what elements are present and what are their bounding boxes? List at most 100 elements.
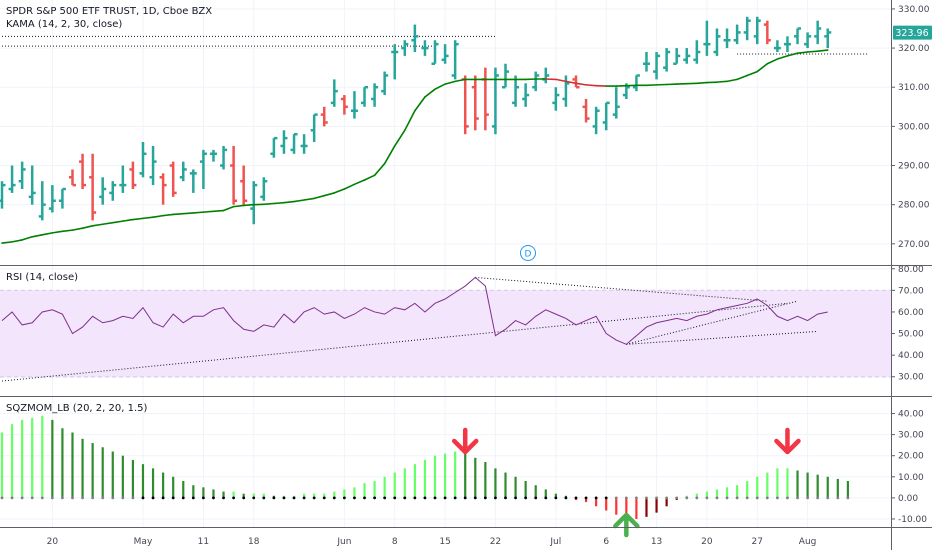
kama-segment — [313, 194, 326, 200]
time-axis[interactable]: 320May1118Jun81522Jul6132027Aug — [0, 537, 817, 547]
squeeze-dot — [171, 496, 175, 500]
price-y-tick-label: 280.00 — [898, 201, 930, 211]
squeeze-dot — [735, 496, 739, 500]
kama-segment — [766, 58, 779, 65]
squeeze-legend[interactable]: SQZMOM_LB (20, 2, 20, 1.5) — [6, 403, 147, 414]
x-tick-label: May — [134, 537, 153, 547]
squeeze-dot — [363, 496, 366, 500]
kama-segment — [726, 78, 738, 83]
squeeze-dot — [765, 496, 769, 500]
squeeze-dot — [91, 496, 95, 500]
price-bar — [260, 177, 268, 201]
kama-line — [1, 49, 829, 244]
squeeze-dot — [514, 496, 517, 500]
kama-segment — [81, 225, 94, 229]
squeeze-dot — [121, 496, 125, 500]
kama-segment — [222, 205, 235, 212]
squeeze-dot — [131, 496, 135, 500]
rsi-trendlines — [1, 276, 818, 382]
x-tick-label: 8 — [392, 537, 398, 547]
squeeze-dot — [332, 496, 336, 500]
price-bar — [320, 106, 328, 127]
price-bar — [290, 132, 298, 154]
price-pane-title: SPDR S&P 500 ETF TRUST, 1D, Cboe BZX — [6, 6, 212, 17]
kama-segment — [424, 88, 436, 98]
price-bar — [723, 28, 731, 49]
price-bar — [250, 181, 258, 225]
squeeze-dot — [564, 496, 568, 500]
dividend-marker[interactable]: D — [520, 245, 536, 261]
kama-segment — [61, 229, 74, 233]
price-bar — [68, 169, 76, 187]
kama-segment — [263, 202, 275, 206]
price-bar — [552, 87, 560, 111]
price-bar — [179, 161, 187, 182]
rsi-y-tick-label: 60.00 — [898, 308, 924, 318]
kama-legend[interactable]: KAMA (14, 2, 30, close) — [6, 19, 122, 30]
rsi-y-tick-label: 80.00 — [898, 265, 924, 275]
kama-segment — [283, 200, 295, 204]
squeeze-dot — [534, 496, 538, 500]
squeeze-dot — [725, 496, 729, 500]
kama-segment — [21, 235, 34, 241]
kama-segment — [162, 213, 174, 217]
price-bar — [502, 63, 509, 89]
price-bar — [794, 27, 802, 45]
price-bar — [814, 20, 822, 45]
x-tick-label: 27 — [752, 537, 763, 547]
squeeze-dot — [252, 496, 256, 500]
squeeze-dot — [40, 496, 44, 500]
squeeze-dot — [473, 496, 477, 500]
squeeze-dot — [403, 496, 407, 500]
price-bar — [209, 149, 217, 162]
price-bar — [753, 16, 761, 45]
price-bar — [169, 161, 177, 197]
squeeze-dot — [71, 496, 74, 500]
rsi-trendline — [626, 330, 818, 345]
kama-segment — [414, 96, 426, 112]
price-bar — [451, 40, 459, 80]
price-bar — [79, 153, 87, 190]
price-bar — [703, 20, 711, 56]
squeeze-dot — [675, 496, 679, 500]
rsi-trendline — [626, 300, 798, 345]
squeeze-dots — [0, 496, 850, 500]
sqz-y-tick-label: 0.00 — [898, 494, 918, 504]
price-bar — [441, 44, 449, 64]
kama-segment — [142, 216, 154, 220]
arrow-up-icon — [613, 512, 640, 538]
price-bar — [230, 145, 238, 205]
kama-segment — [796, 51, 809, 54]
squeeze-dot — [30, 496, 34, 500]
kama-segment — [182, 212, 195, 215]
price-y-tick-label: 270.00 — [898, 240, 930, 250]
squeeze-dot — [161, 496, 165, 500]
squeeze-dot — [423, 496, 427, 500]
squeeze-dot — [232, 496, 236, 500]
squeeze-dot — [443, 496, 447, 500]
price-bar — [350, 91, 358, 119]
price-scales[interactable]: 270.00 280.00 290.00 300.00 310.00 320.00 330.… — [891, 5, 930, 525]
price-bar — [300, 134, 308, 154]
rsi-legend[interactable]: RSI (14, close) — [6, 272, 78, 283]
squeeze-dot — [806, 496, 809, 500]
price-bar — [381, 71, 389, 96]
squeeze-dot — [624, 496, 628, 500]
kama-segment — [132, 217, 144, 221]
squeeze-dot — [413, 496, 417, 500]
x-tick-label: 11 — [198, 537, 209, 547]
price-bar — [99, 177, 107, 205]
squeeze-dot — [212, 496, 215, 500]
price-y-tick-label: 300.00 — [898, 122, 930, 132]
squeeze-dot — [191, 496, 195, 500]
kama-segment — [41, 232, 54, 236]
price-bar — [532, 71, 540, 92]
squeeze-dot — [222, 496, 225, 500]
price-y-tick-label: 310.00 — [898, 83, 930, 93]
price-bar — [743, 16, 751, 41]
kama-segment — [756, 62, 769, 73]
kama-segment — [333, 188, 346, 194]
kama-segment — [343, 183, 356, 190]
squeeze-dot — [242, 496, 246, 500]
kama-segment — [202, 210, 215, 213]
